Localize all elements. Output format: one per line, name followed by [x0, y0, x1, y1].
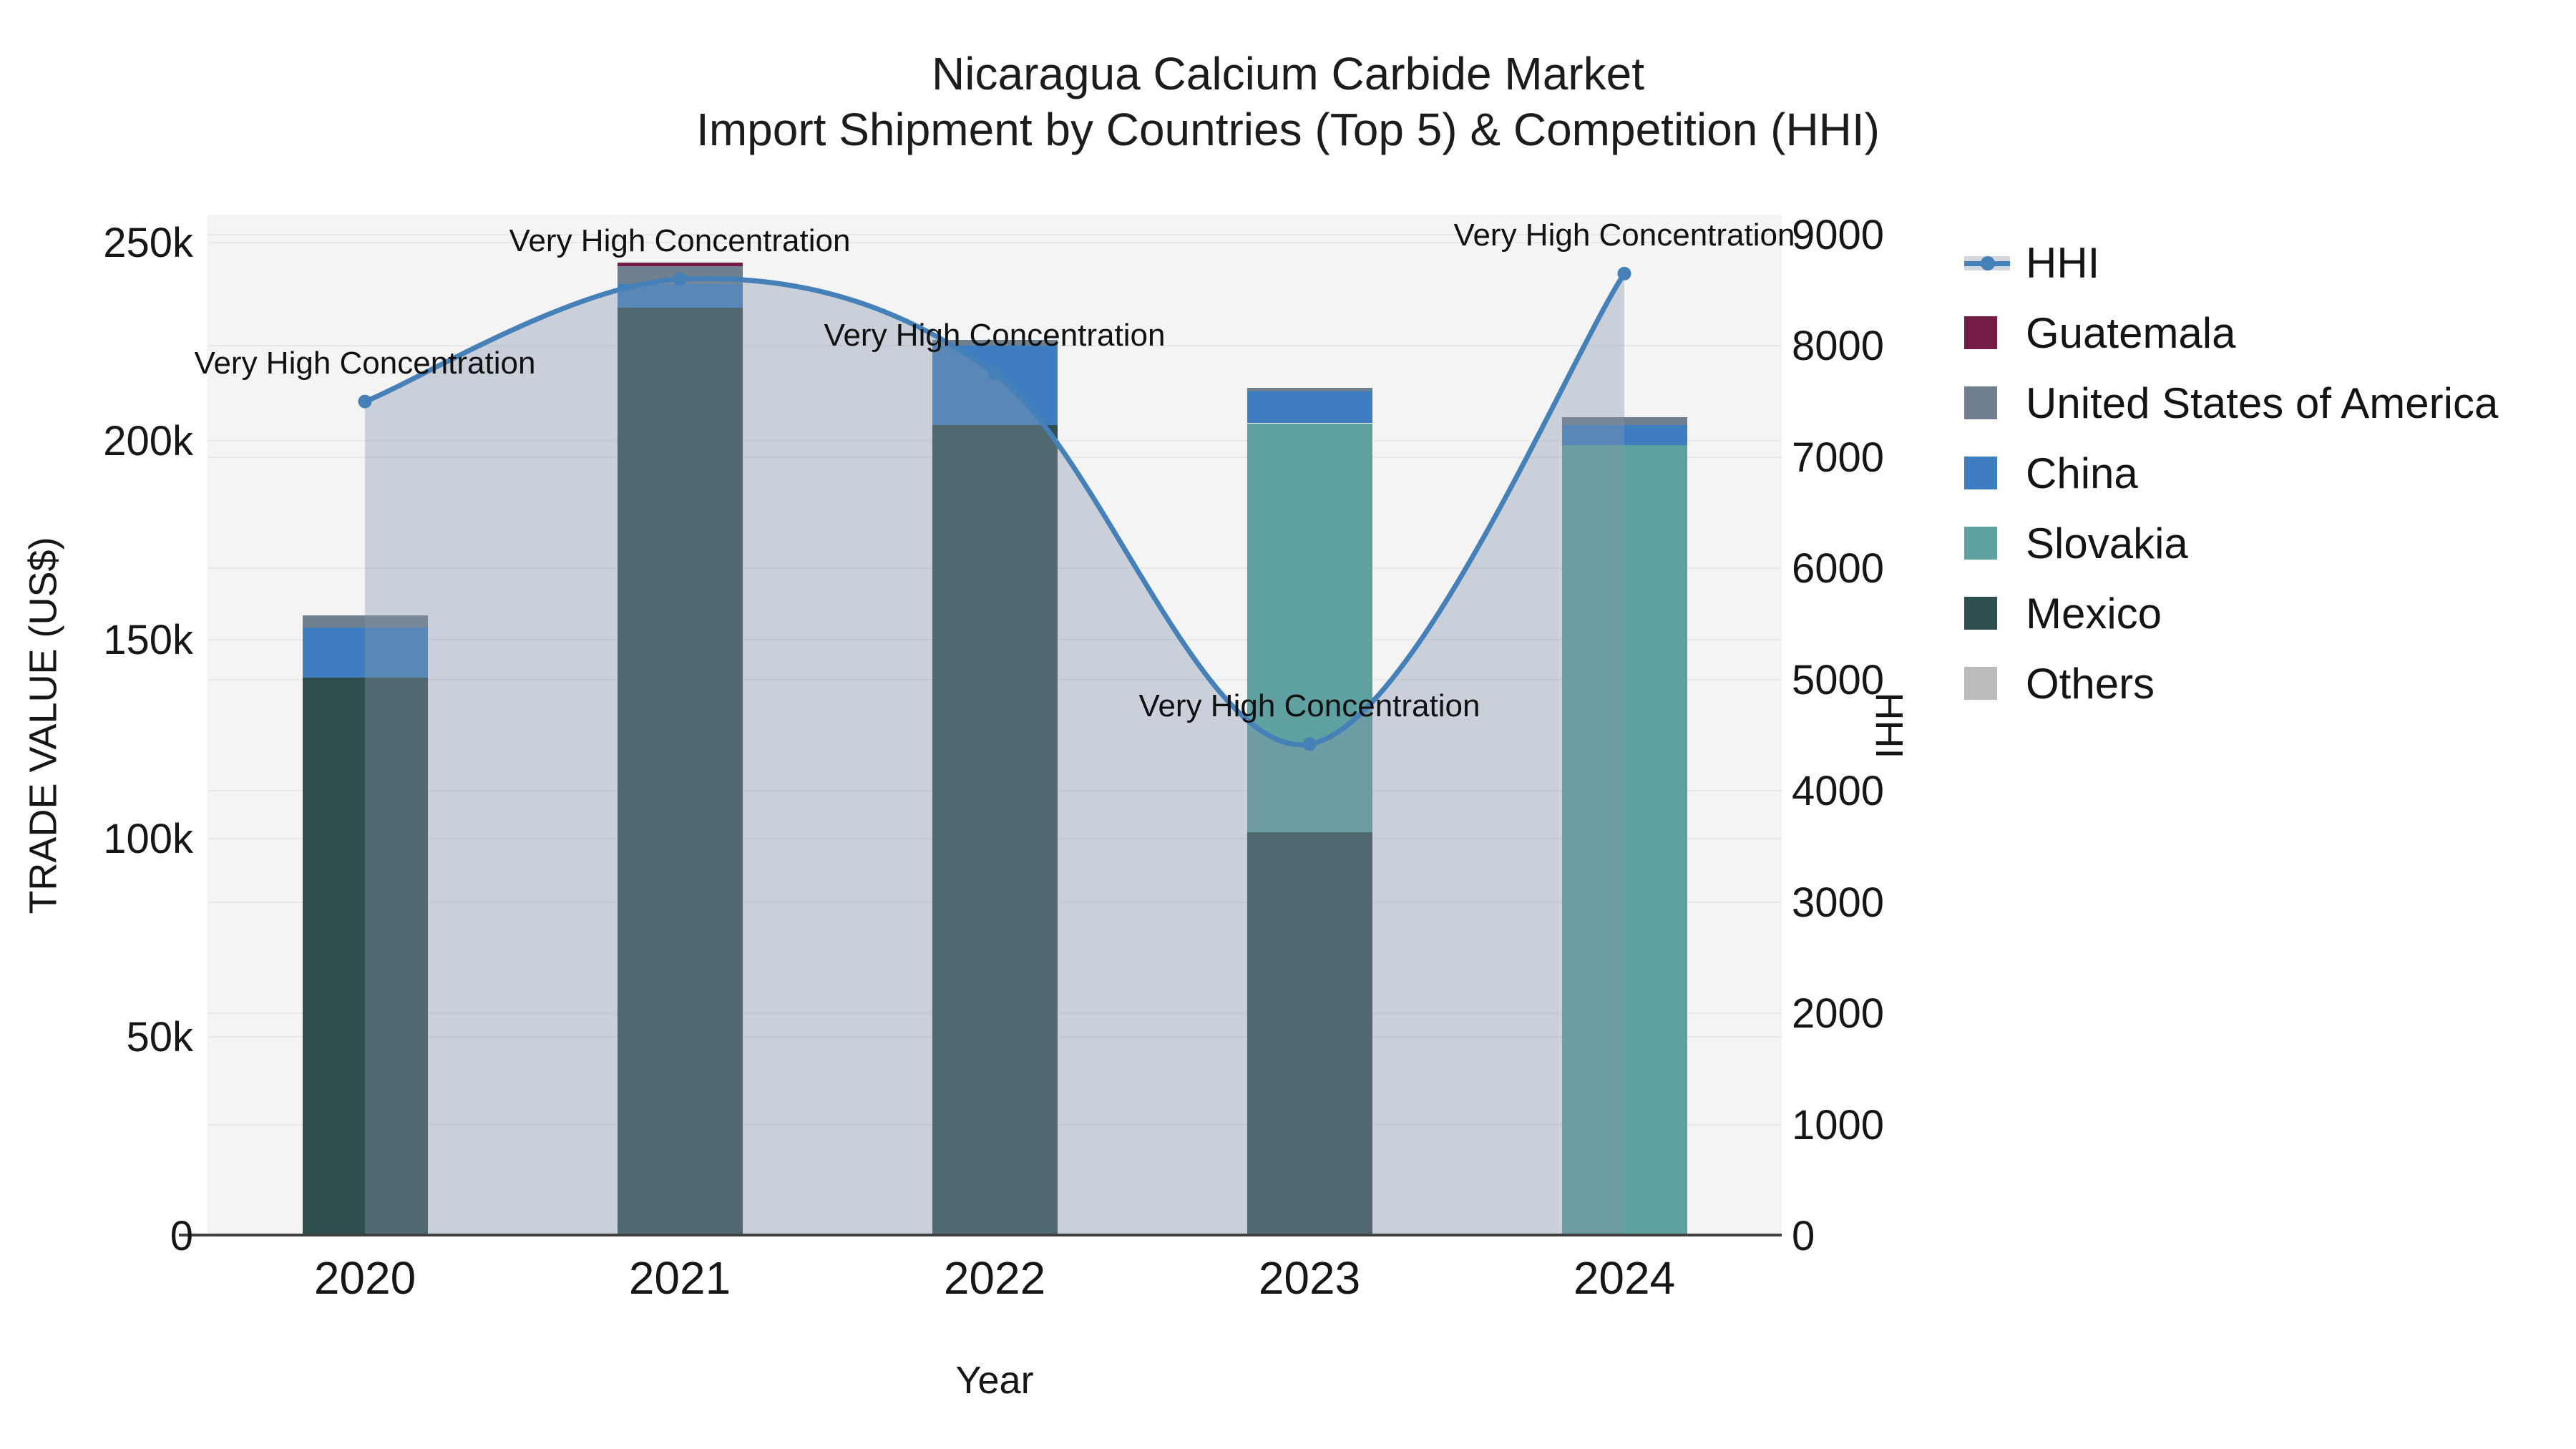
bar-segment-united-states-of-america-2024[interactable]: [1561, 417, 1687, 426]
x-axis-title: Year: [955, 1359, 1034, 1402]
annotation-2022: Very High Concentration: [824, 318, 1166, 353]
y-right-tick-4000: 4000: [1792, 768, 1885, 815]
legend-item-slovakia[interactable]: Slovakia: [1964, 508, 2498, 578]
plot-area: [208, 215, 1782, 1236]
legend-swatch: [1964, 527, 1997, 560]
y-left-tick-150k: 150k: [103, 617, 193, 664]
hhi-marker-2023[interactable]: [1302, 737, 1317, 751]
y-right-tick-0: 0: [1792, 1213, 1815, 1259]
bar-segment-united-states-of-america-2020[interactable]: [302, 615, 428, 628]
y-left-tick-100k: 100k: [103, 815, 193, 862]
legend-label: HHI: [2026, 238, 2100, 287]
legend-item-others[interactable]: Others: [1964, 648, 2498, 718]
hhi-marker-2021[interactable]: [673, 272, 687, 286]
y-left-tick-250k: 250k: [103, 219, 193, 266]
hhi-line-swatch: [1964, 246, 2010, 279]
legend-label: Mexico: [2026, 589, 2162, 638]
bar-segment-united-states-of-america-2022[interactable]: [932, 339, 1058, 346]
hhi-line[interactable]: [364, 272, 1626, 748]
hhi-area-fill: [365, 273, 1624, 1236]
hhi-marker-2020[interactable]: [358, 394, 372, 409]
y-right-tick-5000: 5000: [1792, 656, 1885, 703]
bar-segment-mexico-2022[interactable]: [932, 425, 1058, 1236]
gridline: [208, 233, 1782, 235]
legend-item-united-states-of-america[interactable]: United States of America: [1964, 368, 2498, 438]
x-axis-line: [179, 1234, 1782, 1236]
legend-item-mexico[interactable]: Mexico: [1964, 578, 2498, 648]
legend-item-china[interactable]: China: [1964, 438, 2498, 508]
legend-swatch: [1964, 667, 1997, 700]
legend-swatch: [1964, 457, 1997, 489]
annotation-2021: Very High Concentration: [509, 223, 851, 259]
y-left-tick-200k: 200k: [103, 418, 193, 465]
bar-segment-united-states-of-america-2023[interactable]: [1246, 387, 1372, 392]
legend-label: United States of America: [2026, 379, 2499, 427]
x-tick-2021: 2021: [628, 1252, 731, 1304]
bar-segment-china-2021[interactable]: [617, 284, 743, 308]
legend-swatch: [1964, 597, 1997, 630]
gridline: [208, 241, 1782, 243]
chart-title: Nicaragua Calcium Carbide Market Import …: [0, 49, 2576, 155]
legend-label: China: [2026, 449, 2138, 497]
y-right-tick-6000: 6000: [1792, 545, 1885, 592]
bar-segment-china-2020[interactable]: [302, 628, 428, 678]
bar-segment-mexico-2023[interactable]: [1246, 832, 1372, 1236]
y-left-tick-0: 0: [170, 1213, 193, 1259]
bar-segment-china-2024[interactable]: [1561, 425, 1687, 446]
legend-swatch: [1964, 386, 1997, 419]
bar-segment-slovakia-2023[interactable]: [1246, 423, 1372, 833]
bar-segment-slovakia-2024[interactable]: [1561, 445, 1687, 1236]
legend-label: Slovakia: [2026, 519, 2188, 567]
hhi-line-layer: [358, 266, 1631, 1236]
y-right-tick-2000: 2000: [1792, 990, 1885, 1038]
y-right-tick-1000: 1000: [1792, 1101, 1885, 1148]
x-tick-2020: 2020: [313, 1252, 416, 1304]
hhi-marker-2024[interactable]: [1617, 266, 1631, 280]
bar-segment-guatemala-2021[interactable]: [617, 262, 743, 267]
bar-segment-china-2023[interactable]: [1246, 391, 1372, 424]
annotation-2024: Very High Concentration: [1453, 218, 1795, 253]
legend-label: Others: [2026, 659, 2155, 708]
x-tick-2022: 2022: [943, 1252, 1046, 1304]
y-right-tick-7000: 7000: [1792, 434, 1885, 481]
annotation-2020: Very High Concentration: [194, 346, 536, 381]
legend-item-hhi[interactable]: HHI: [1964, 228, 2498, 298]
legend-label: Guatemala: [2026, 308, 2236, 357]
y-right-tick-9000: 9000: [1792, 211, 1885, 258]
bar-segment-mexico-2020[interactable]: [302, 677, 428, 1236]
hhi-marker-2022[interactable]: [987, 366, 1002, 381]
chart-title-line1: Nicaragua Calcium Carbide Market: [932, 48, 1644, 99]
y-right-tick-8000: 8000: [1792, 323, 1885, 370]
legend: HHI Guatemala United States of America Chin…: [1964, 228, 2498, 718]
annotation-2023: Very High Concentration: [1138, 688, 1480, 723]
bar-segment-mexico-2021[interactable]: [617, 308, 743, 1236]
x-tick-2024: 2024: [1573, 1252, 1676, 1304]
chart-title-line2: Import Shipment by Countries (Top 5) & C…: [696, 104, 1880, 156]
y-right-tick-3000: 3000: [1792, 879, 1885, 926]
x-tick-2023: 2023: [1258, 1252, 1361, 1304]
y-left-tick-50k: 50k: [126, 1014, 193, 1061]
legend-swatch: [1964, 316, 1997, 349]
legend-item-guatemala[interactable]: Guatemala: [1964, 298, 2498, 368]
